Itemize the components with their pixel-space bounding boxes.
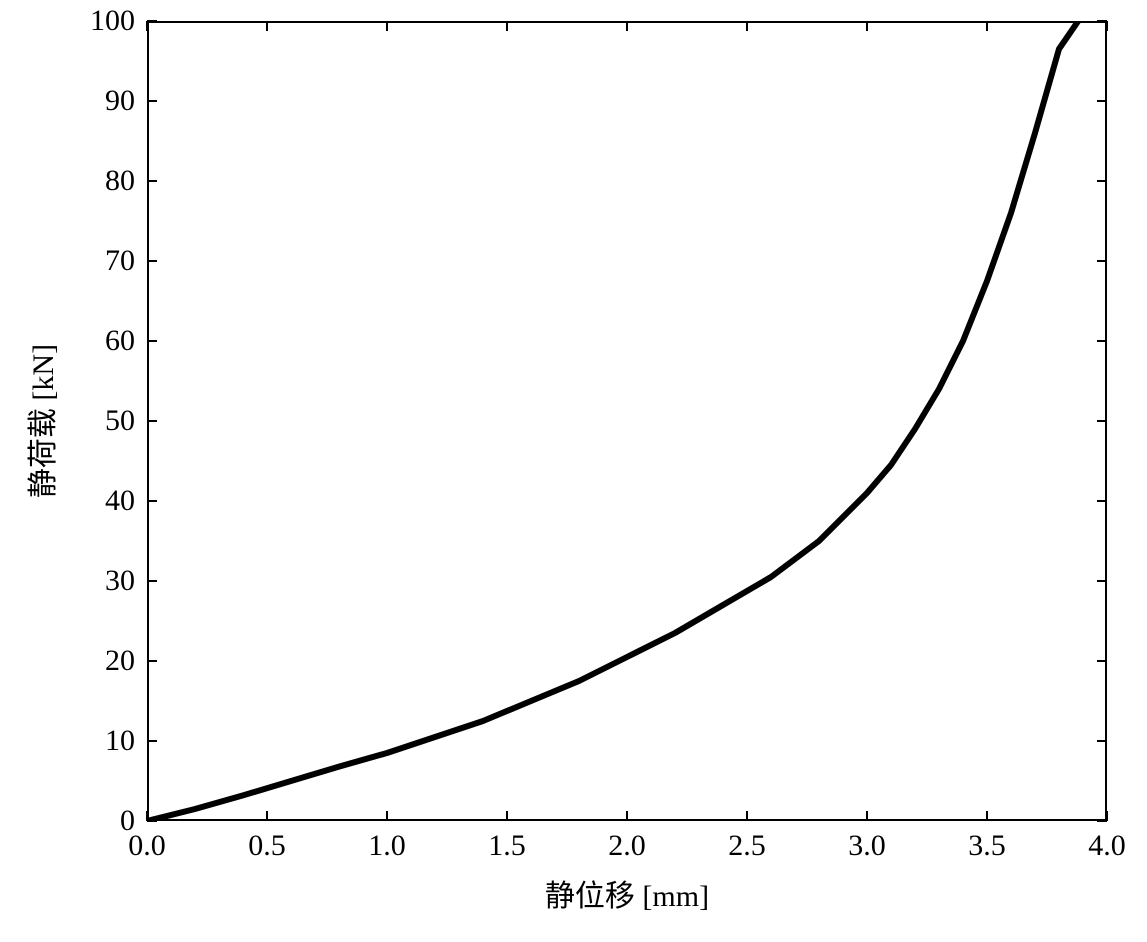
y-tick-right	[1097, 20, 1107, 22]
y-tick-label: 40	[105, 484, 135, 518]
x-tick-bottom	[266, 811, 268, 821]
y-tick-left	[147, 500, 157, 502]
x-tick-label: 2.0	[608, 829, 646, 863]
x-tick-label: 3.5	[968, 829, 1006, 863]
x-tick-label: 1.5	[488, 829, 526, 863]
y-tick-left	[147, 420, 157, 422]
y-tick-right	[1097, 340, 1107, 342]
y-tick-label: 30	[105, 564, 135, 598]
y-tick-left	[147, 20, 157, 22]
y-tick-label: 20	[105, 644, 135, 678]
y-tick-label: 90	[105, 84, 135, 118]
chart-container: 0.00.51.01.52.02.53.03.54.00102030405060…	[0, 0, 1147, 942]
x-tick-top	[266, 21, 268, 31]
y-tick-left	[147, 340, 157, 342]
y-tick-left	[147, 100, 157, 102]
y-tick-label: 0	[120, 804, 135, 838]
y-tick-left	[147, 660, 157, 662]
y-axis-label: 静荷载 [kN]	[20, 401, 60, 441]
y-tick-right	[1097, 180, 1107, 182]
y-tick-left	[147, 820, 157, 822]
x-tick-top	[506, 21, 508, 31]
y-tick-label: 80	[105, 164, 135, 198]
data-curve	[147, 21, 1078, 821]
x-tick-bottom	[626, 811, 628, 821]
x-tick-label: 1.0	[368, 829, 406, 863]
x-tick-label: 2.5	[728, 829, 766, 863]
x-axis-label: 静位移 [mm]	[527, 871, 727, 915]
x-tick-top	[146, 21, 148, 31]
x-tick-bottom	[506, 811, 508, 821]
y-tick-label: 50	[105, 404, 135, 438]
x-tick-top	[746, 21, 748, 31]
y-tick-left	[147, 580, 157, 582]
x-tick-label: 4.0	[1088, 829, 1126, 863]
x-tick-label: 3.0	[848, 829, 886, 863]
y-tick-label: 60	[105, 324, 135, 358]
y-tick-left	[147, 260, 157, 262]
y-tick-right	[1097, 820, 1107, 822]
y-tick-right	[1097, 740, 1107, 742]
y-tick-right	[1097, 660, 1107, 662]
x-tick-top	[1106, 21, 1108, 31]
x-tick-bottom	[866, 811, 868, 821]
y-tick-right	[1097, 580, 1107, 582]
y-tick-right	[1097, 260, 1107, 262]
y-tick-label: 100	[90, 4, 135, 38]
y-tick-right	[1097, 100, 1107, 102]
x-tick-label: 0.5	[248, 829, 286, 863]
y-tick-left	[147, 740, 157, 742]
x-tick-bottom	[386, 811, 388, 821]
curve-svg	[0, 0, 1147, 942]
x-tick-bottom	[746, 811, 748, 821]
y-tick-left	[147, 180, 157, 182]
x-tick-top	[986, 21, 988, 31]
x-tick-top	[866, 21, 868, 31]
y-tick-label: 70	[105, 244, 135, 278]
x-tick-top	[386, 21, 388, 31]
y-tick-right	[1097, 420, 1107, 422]
x-tick-bottom	[986, 811, 988, 821]
y-tick-label: 10	[105, 724, 135, 758]
y-tick-right	[1097, 500, 1107, 502]
x-tick-top	[626, 21, 628, 31]
